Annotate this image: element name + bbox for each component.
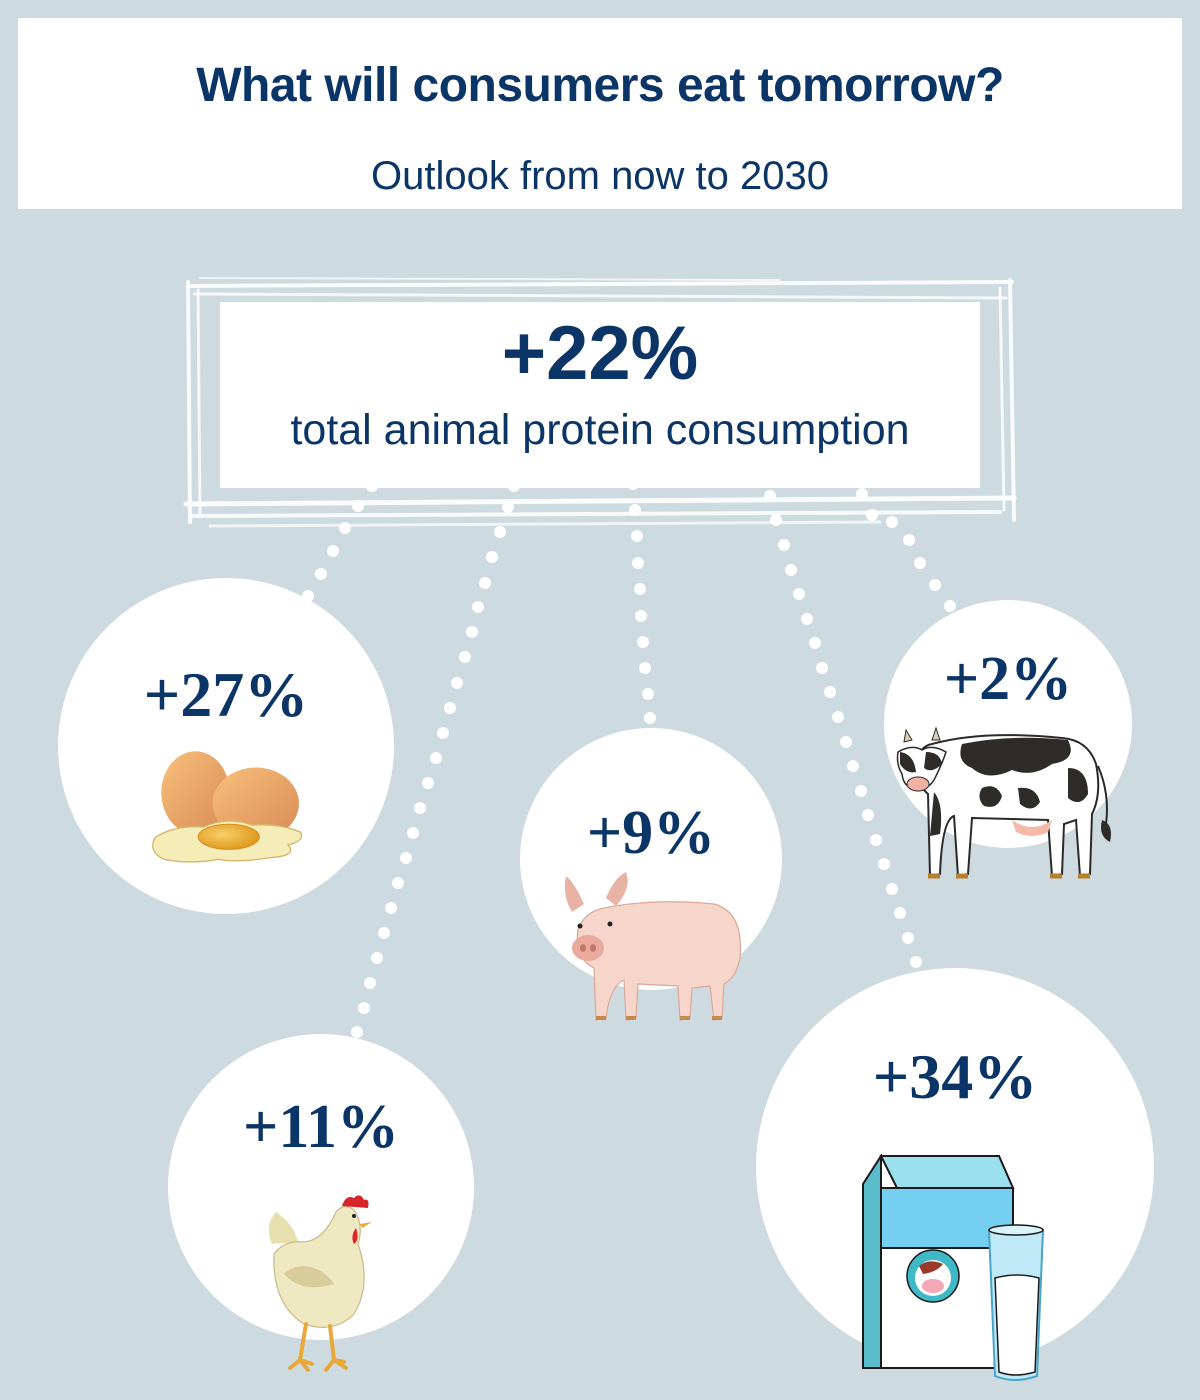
pig-icon	[564, 872, 742, 1021]
eggs-value: +27%	[143, 659, 309, 730]
brush-frame	[183, 277, 1017, 528]
total-label: total animal protein consumption	[290, 406, 910, 454]
beef-value: +2%	[943, 645, 1073, 713]
eggs-icon	[152, 751, 303, 863]
page-title: What will consumers eat tomorrow?	[196, 59, 1004, 112]
bubble-beef: +2%	[884, 600, 1132, 879]
header-card: What will consumers eat tomorrow? Outloo…	[18, 18, 1182, 209]
poultry-value: +11%	[243, 1093, 399, 1161]
pork-value: +9%	[586, 799, 716, 867]
bubble-poultry: +11%	[168, 1034, 474, 1372]
milk-carton-glass-icon	[862, 1154, 1045, 1381]
total-value: +22%	[501, 311, 699, 396]
cow-icon	[896, 726, 1111, 879]
bubble-eggs: +27%	[58, 578, 394, 914]
page-subtitle: Outlook from now to 2030	[370, 154, 830, 198]
chicken-icon	[268, 1195, 372, 1372]
bubble-dairy: +34%	[756, 968, 1154, 1381]
bubble-pork: +9%	[520, 728, 782, 1021]
dairy-value: +34%	[872, 1041, 1038, 1112]
total-card: +22% total animal protein consumption	[220, 302, 980, 488]
